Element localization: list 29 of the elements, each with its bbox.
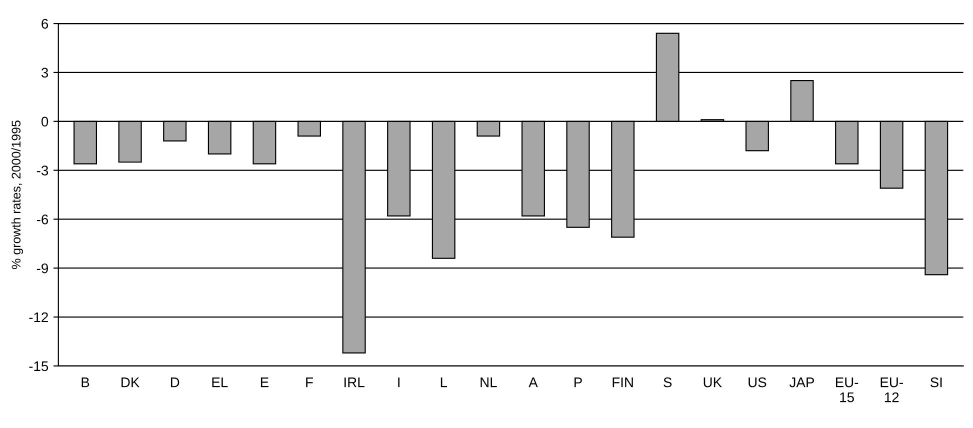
y-tick-label: -15 [29, 361, 48, 372]
x-tick-label: IRL [344, 378, 364, 388]
x-tick-label: B [82, 378, 90, 388]
x-tick-label: I [398, 378, 400, 388]
y-axis-title: % growth rates, 2000/1995 [11, 120, 24, 269]
x-tick-label: P [574, 378, 582, 388]
x-tick-label: JAP [789, 378, 814, 388]
y-tick-label: -6 [36, 214, 48, 224]
x-tick-label: NL [480, 378, 497, 388]
x-tick-label: UK [704, 378, 722, 388]
x-tick-label: S [664, 377, 672, 388]
x-tick-label: D [170, 378, 180, 388]
x-tick-label: EL [212, 378, 228, 388]
x-tick-label: US [748, 377, 766, 388]
x-tick-label: DK [122, 378, 140, 388]
y-tick-label: -3 [36, 166, 48, 176]
x-tick-label: SI [930, 377, 942, 388]
x-tick-label: EU-12 [880, 378, 903, 402]
x-tick-label: EU-15 [836, 378, 858, 402]
y-tick-label: 0 [41, 116, 48, 127]
y-tick-label: 3 [41, 68, 48, 78]
x-tick-label: E [260, 378, 268, 388]
y-tick-label: -12 [29, 312, 48, 322]
x-tick-label: L [440, 378, 448, 388]
x-tick-label: F [306, 378, 313, 388]
x-tick-label: FIN [612, 378, 633, 388]
y-tick-label: -9 [36, 263, 48, 274]
x-tick-label: A [528, 378, 538, 388]
y-tick-label: 6 [42, 18, 48, 29]
